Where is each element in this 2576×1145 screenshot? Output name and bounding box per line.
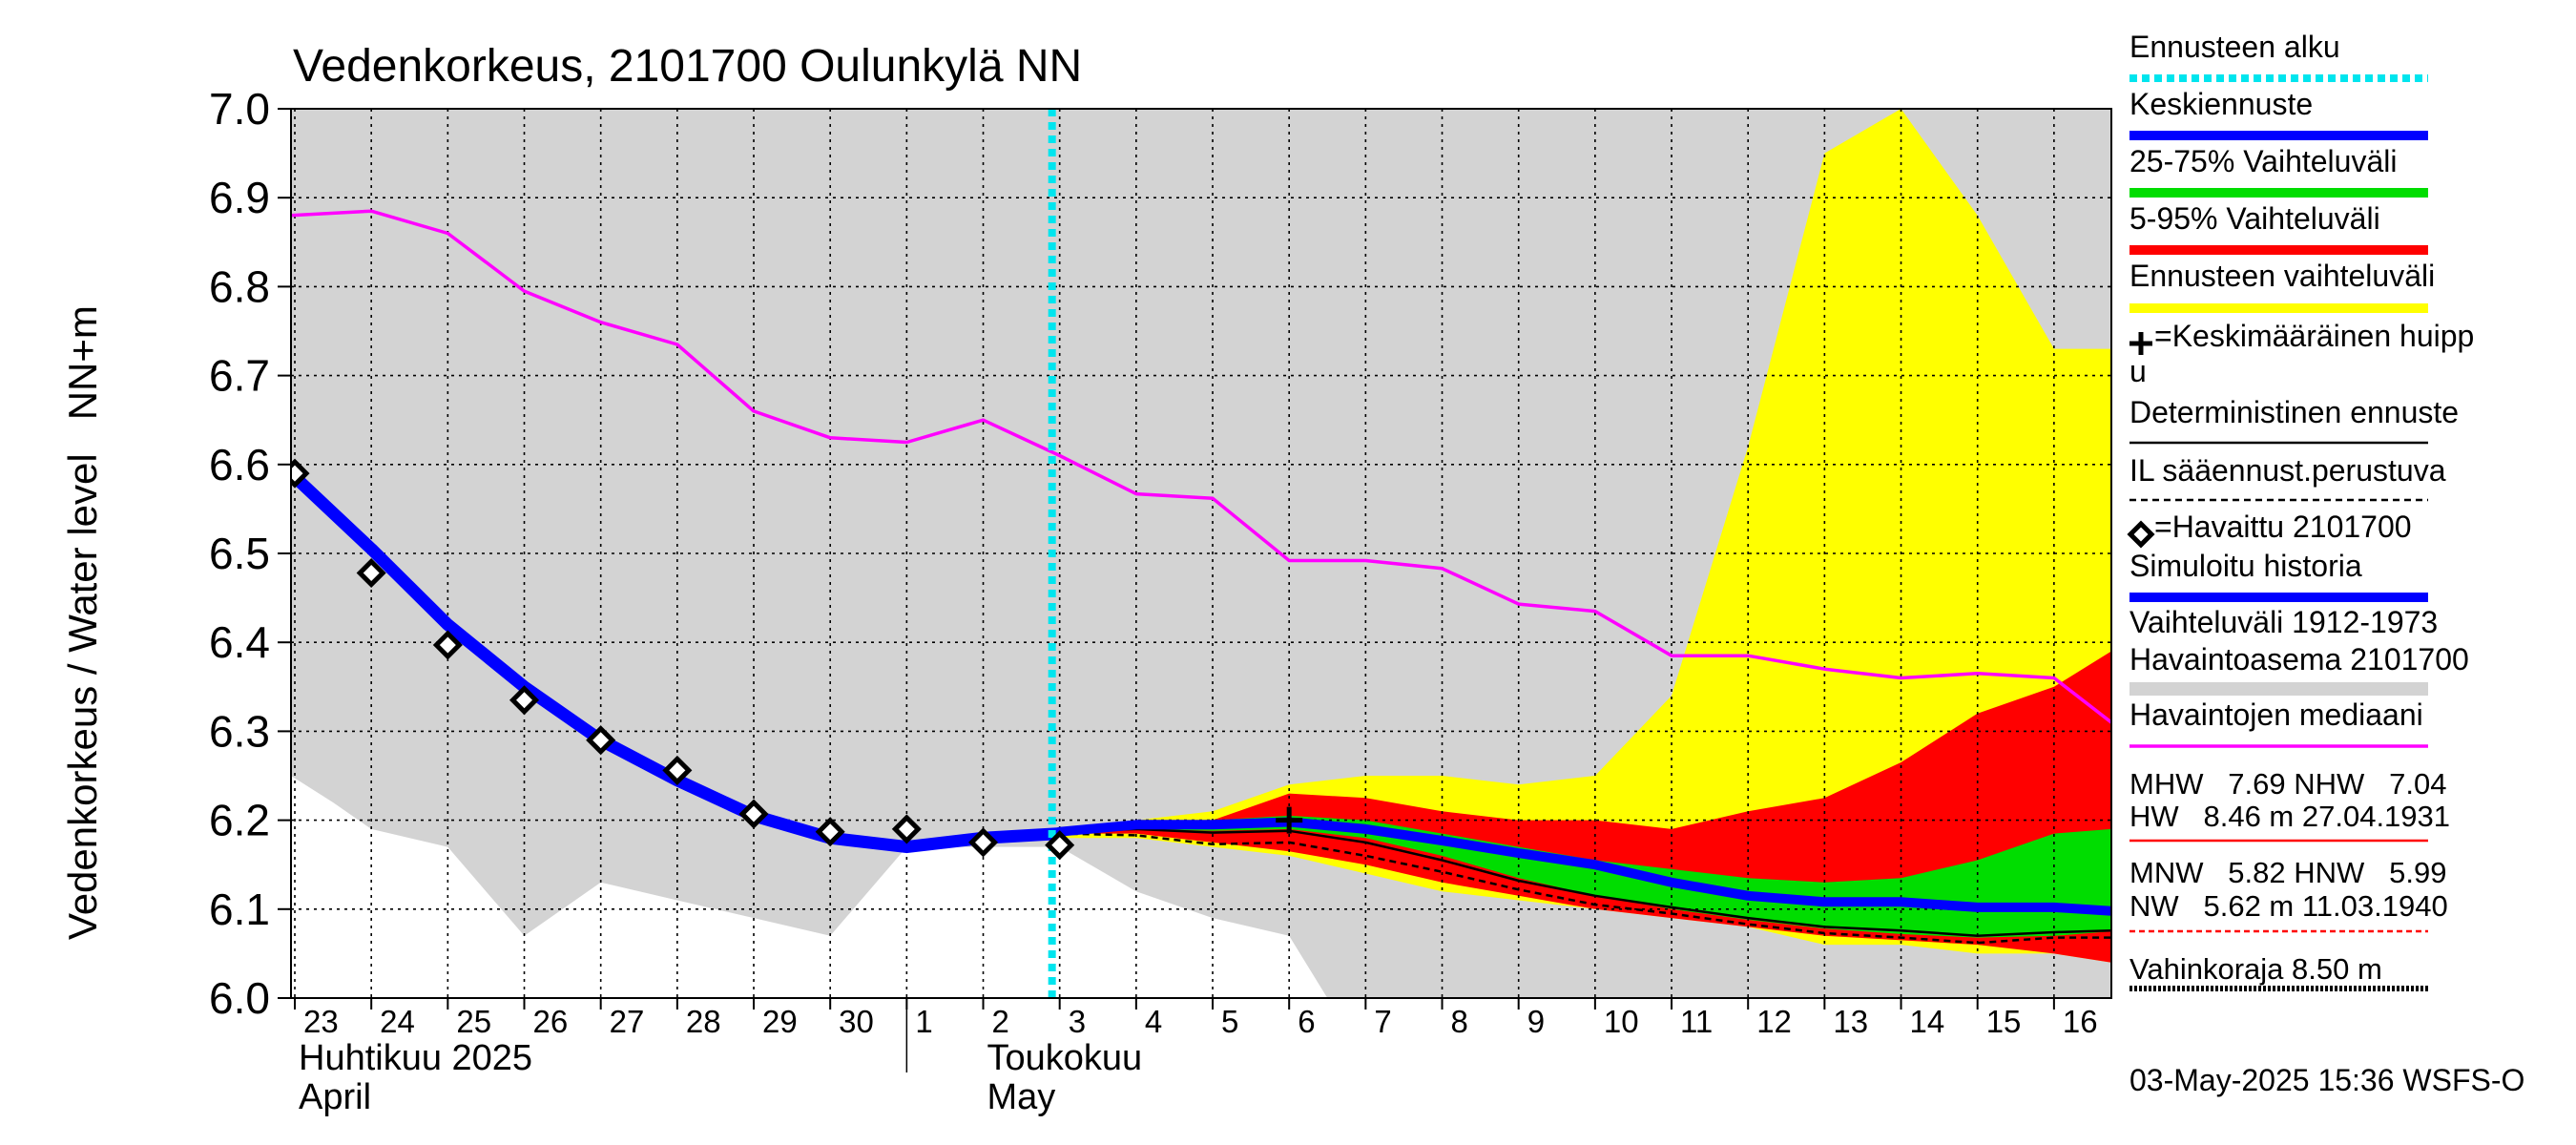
y-tick-label-7.0: 7.0 xyxy=(209,84,270,134)
x-tick-label-2: 2 xyxy=(992,1004,1009,1039)
x-tick-label-26: 26 xyxy=(533,1004,569,1039)
x-tick-label-23: 23 xyxy=(303,1004,339,1039)
observed-point-5 xyxy=(662,755,693,785)
x-tick-label-6: 6 xyxy=(1298,1004,1315,1039)
y-tick-label-6.6: 6.6 xyxy=(209,440,270,489)
month-label-fi-1: Toukokuu xyxy=(987,1038,1143,1078)
legend-label-keskim-r-inen-huipp: =Keskimääräinen huipp xyxy=(2154,319,2474,353)
y-tick-label-6.7: 6.7 xyxy=(209,351,270,401)
y-tick-label-6.8: 6.8 xyxy=(209,261,270,311)
x-tick-label-24: 24 xyxy=(380,1004,415,1039)
y-tick-label-6.1: 6.1 xyxy=(209,885,270,934)
legend-cross-icon xyxy=(2129,332,2152,355)
statistics-block: MHW 7.69 NHW 7.04 HW 8.46 m 27.04.1931 M… xyxy=(2129,767,2450,991)
stat-mnw: MNW 5.82 HNW 5.99 xyxy=(2129,856,2446,889)
legend-label-simuloitu-historia: Simuloitu historia xyxy=(2129,549,2362,583)
observed-point-6 xyxy=(738,799,769,829)
x-tick-label-1: 1 xyxy=(915,1004,932,1039)
observed-point-4 xyxy=(586,725,616,756)
x-tick-label-12: 12 xyxy=(1756,1004,1792,1039)
observed-point-1 xyxy=(356,557,386,589)
x-tick-label-5: 5 xyxy=(1221,1004,1238,1039)
x-tick-label-25: 25 xyxy=(456,1004,491,1039)
x-tick-label-7: 7 xyxy=(1374,1004,1391,1039)
legend-label-vaihteluv-li-1912-1973: Vaihteluväli 1912-1973 xyxy=(2129,605,2438,639)
month-label-en-0: April xyxy=(299,1077,371,1117)
x-tick-label-8: 8 xyxy=(1451,1004,1468,1039)
line-keskiennuste xyxy=(1054,817,2111,916)
legend-label2-vaihteluv-li-1912-1973: Havaintoasema 2101700 xyxy=(2129,642,2469,677)
y-tick-label-6.4: 6.4 xyxy=(209,617,270,667)
x-tick-label-29: 29 xyxy=(762,1004,798,1039)
plot-content xyxy=(291,109,2111,998)
stat-mhw: MHW 7.69 NHW 7.04 xyxy=(2129,767,2446,801)
x-tick-label-16: 16 xyxy=(2063,1004,2098,1039)
x-tick-label-15: 15 xyxy=(1986,1004,2022,1039)
y-tick-label-6.9: 6.9 xyxy=(209,173,270,222)
month-label-fi-0: Huhtikuu 2025 xyxy=(299,1038,532,1078)
legend-label-5-95-vaihteluv-li: 5-95% Vaihteluväli xyxy=(2129,201,2380,236)
x-tick-label-27: 27 xyxy=(610,1004,645,1039)
y-tick-label-6.3: 6.3 xyxy=(209,706,270,756)
legend-label-havaintojen-mediaani: Havaintojen mediaani xyxy=(2129,697,2423,732)
x-tick-label-3: 3 xyxy=(1069,1004,1086,1039)
band-25-75-vaihteluv-li xyxy=(1059,815,2111,938)
x-tick-label-30: 30 xyxy=(839,1004,874,1039)
legend-label-keskiennuste: Keskiennuste xyxy=(2129,87,2313,121)
legend-label2-keskim-r-inen-huipp: u xyxy=(2129,354,2147,388)
legend-label-deterministinen-ennuste: Deterministinen ennuste xyxy=(2129,395,2459,429)
observed-point-2 xyxy=(432,630,463,660)
stat-hw: HW 8.46 m 27.04.1931 xyxy=(2129,800,2450,833)
observed-point-9 xyxy=(967,827,999,858)
observed-point-7 xyxy=(815,817,845,847)
line-deterministinen-ennuste xyxy=(1058,827,2111,938)
footer-timestamp: 03-May-2025 15:36 WSFS-O xyxy=(2129,1063,2524,1097)
legend: Ennusteen alku Keskiennuste 25-75% Vaihtel… xyxy=(2127,30,2474,748)
y-tick-label-6.5: 6.5 xyxy=(209,529,270,578)
legend-diamond-icon xyxy=(2127,520,2155,549)
x-tick-label-11: 11 xyxy=(1680,1004,1713,1039)
x-tick-label-10: 10 xyxy=(1604,1004,1639,1039)
x-tick-label-9: 9 xyxy=(1527,1004,1545,1039)
stat-damage-limit: Vahinkoraja 8.50 m xyxy=(2129,952,2382,986)
y-tick-label-6.0: 6.0 xyxy=(209,973,270,1023)
stat-nw: NW 5.62 m 11.03.1940 xyxy=(2129,889,2448,923)
legend-label-il-s-ennust-perustuva: IL sääennust.perustuva xyxy=(2129,453,2446,488)
line-havaintojen-mediaani xyxy=(291,209,2111,724)
observed-point-0 xyxy=(291,458,310,489)
observed-point-3 xyxy=(509,685,540,716)
axes: 6.06.16.26.36.46.56.66.76.86.97.023 24 25 2… xyxy=(209,84,2112,1117)
band-ennusteen-vaihteluv-li xyxy=(1059,109,2111,963)
legend-label-25-75-vaihteluv-li: 25-75% Vaihteluväli xyxy=(2129,144,2397,178)
line-il-s-ennust-perustuva xyxy=(1059,832,2111,945)
x-tick-label-13: 13 xyxy=(1833,1004,1868,1039)
observed-point-8 xyxy=(891,814,922,844)
chart-title: Vedenkorkeus, 2101700 Oulunkylä NN xyxy=(293,41,1082,92)
x-tick-label-14: 14 xyxy=(1910,1004,1945,1039)
x-tick-label-4: 4 xyxy=(1145,1004,1162,1039)
observed-point-10 xyxy=(1045,830,1075,861)
legend-label-ennusteen-vaihteluv-li: Ennusteen vaihteluväli xyxy=(2129,259,2435,293)
month-label-en-1: May xyxy=(987,1077,1056,1117)
mean-peak-marker xyxy=(1276,806,1303,834)
y-axis-label: Vedenkorkeus / Water level NN+m xyxy=(60,305,105,940)
legend-label-ennusteen-alku: Ennusteen alku xyxy=(2129,30,2340,64)
legend-label-havaittu-2101700: =Havaittu 2101700 xyxy=(2154,510,2412,544)
x-tick-label-28: 28 xyxy=(686,1004,721,1039)
plot-area xyxy=(291,109,2111,998)
y-tick-label-6.2: 6.2 xyxy=(209,796,270,845)
